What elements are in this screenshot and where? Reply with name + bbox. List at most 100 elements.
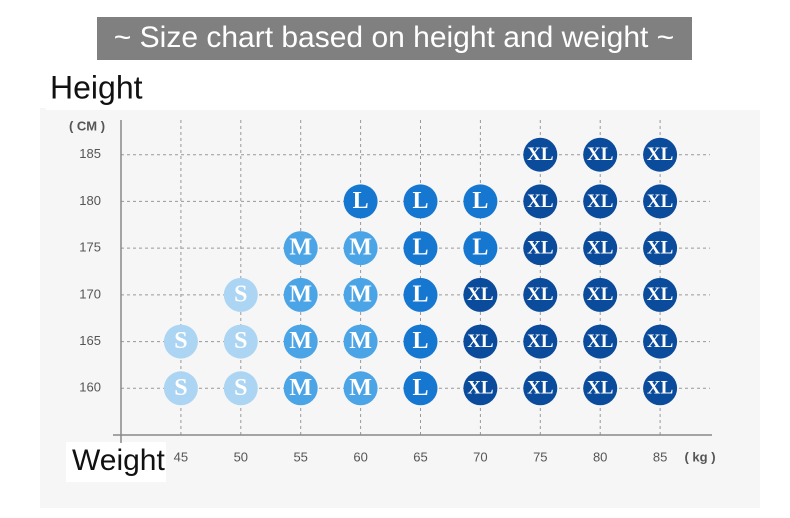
size-marker: [403, 324, 438, 359]
size-label: L: [412, 375, 428, 401]
size-marker: [283, 231, 318, 266]
size-label: L: [412, 235, 428, 261]
size-label: XL: [587, 191, 613, 212]
x-tick-label: 75: [533, 449, 547, 464]
size-label: S: [234, 281, 247, 307]
size-label: XL: [587, 238, 613, 259]
size-marker: [583, 371, 618, 406]
y-axis-unit: ( CM ): [69, 118, 105, 133]
size-label: S: [234, 328, 247, 354]
size-marker: [223, 371, 258, 406]
size-label: M: [289, 235, 312, 261]
size-marker: [343, 324, 378, 359]
x-tick-label: 60: [353, 449, 367, 464]
y-tick-label: 185: [79, 146, 101, 161]
y-tick-label: 165: [79, 333, 101, 348]
size-marker: [403, 184, 438, 219]
size-label: XL: [647, 144, 673, 165]
size-marker: [283, 371, 318, 406]
x-tick-label: 70: [473, 449, 487, 464]
size-marker: [523, 137, 558, 172]
size-label: M: [289, 375, 312, 401]
size-marker: [643, 371, 678, 406]
size-marker: [343, 184, 378, 219]
size-marker: [403, 277, 438, 312]
label-box: [66, 442, 166, 482]
size-marker: [403, 371, 438, 406]
x-axis-unit: ( kg ): [684, 449, 715, 464]
size-label: XL: [467, 378, 493, 399]
size-marker: [223, 277, 258, 312]
size-label: S: [174, 328, 187, 354]
size-label: XL: [647, 284, 673, 305]
x-tick-label: 45: [174, 449, 188, 464]
x-axis-label: Weight: [72, 444, 165, 477]
size-marker: [283, 277, 318, 312]
size-marker: [523, 324, 558, 359]
size-label: XL: [527, 191, 553, 212]
size-marker: [523, 231, 558, 266]
size-label: L: [412, 328, 428, 354]
size-label: M: [349, 281, 372, 307]
title-banner: [97, 17, 692, 60]
size-label: XL: [647, 378, 673, 399]
size-label: XL: [587, 284, 613, 305]
size-marker: [163, 371, 198, 406]
size-label: XL: [587, 378, 613, 399]
x-tick-label: 65: [413, 449, 427, 464]
size-label: S: [234, 375, 247, 401]
size-marker: [463, 324, 498, 359]
size-marker: [463, 184, 498, 219]
size-label: XL: [527, 378, 553, 399]
size-marker: [463, 371, 498, 406]
size-marker: [403, 231, 438, 266]
size-label: XL: [527, 238, 553, 259]
size-label: L: [412, 188, 428, 214]
size-marker: [583, 324, 618, 359]
y-tick-label: 170: [79, 286, 101, 301]
label-box: [46, 66, 764, 110]
size-label: XL: [527, 284, 553, 305]
size-label: XL: [647, 331, 673, 352]
size-label: XL: [467, 284, 493, 305]
x-tick-label: 55: [293, 449, 307, 464]
x-tick-label: 80: [593, 449, 607, 464]
size-label: L: [412, 281, 428, 307]
size-label: M: [289, 328, 312, 354]
size-marker: [523, 371, 558, 406]
size-marker: [343, 231, 378, 266]
size-label: XL: [587, 144, 613, 165]
size-label: M: [349, 328, 372, 354]
y-tick-label: 180: [79, 193, 101, 208]
size-label: XL: [587, 331, 613, 352]
size-marker: [343, 371, 378, 406]
size-label: L: [353, 188, 369, 214]
size-marker: [643, 324, 678, 359]
x-tick-label: 50: [234, 449, 248, 464]
size-marker: [583, 277, 618, 312]
y-tick-label: 175: [79, 240, 101, 255]
chart-title: ~ Size chart based on height and weight …: [114, 21, 674, 54]
size-label: S: [174, 375, 187, 401]
size-marker: [283, 324, 318, 359]
size-label: XL: [527, 331, 553, 352]
size-label: M: [349, 235, 372, 261]
size-label: M: [349, 375, 372, 401]
size-marker: [223, 324, 258, 359]
size-label: XL: [647, 191, 673, 212]
size-label: XL: [647, 238, 673, 259]
size-marker: [463, 231, 498, 266]
size-label: M: [289, 281, 312, 307]
size-marker: [643, 137, 678, 172]
size-marker: [523, 184, 558, 219]
size-label: L: [472, 235, 488, 261]
size-marker: [163, 324, 198, 359]
size-label: L: [472, 188, 488, 214]
size-label: XL: [527, 144, 553, 165]
y-axis-label: Height: [50, 69, 143, 105]
size-marker: [643, 184, 678, 219]
size-marker: [523, 277, 558, 312]
size-marker: [463, 277, 498, 312]
